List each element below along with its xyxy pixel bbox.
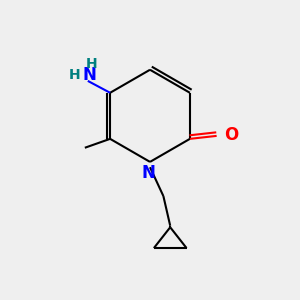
Text: N: N [83, 66, 97, 84]
Text: O: O [224, 126, 238, 144]
Text: N: N [142, 164, 155, 182]
Text: H: H [85, 57, 97, 71]
Text: H: H [69, 68, 81, 82]
